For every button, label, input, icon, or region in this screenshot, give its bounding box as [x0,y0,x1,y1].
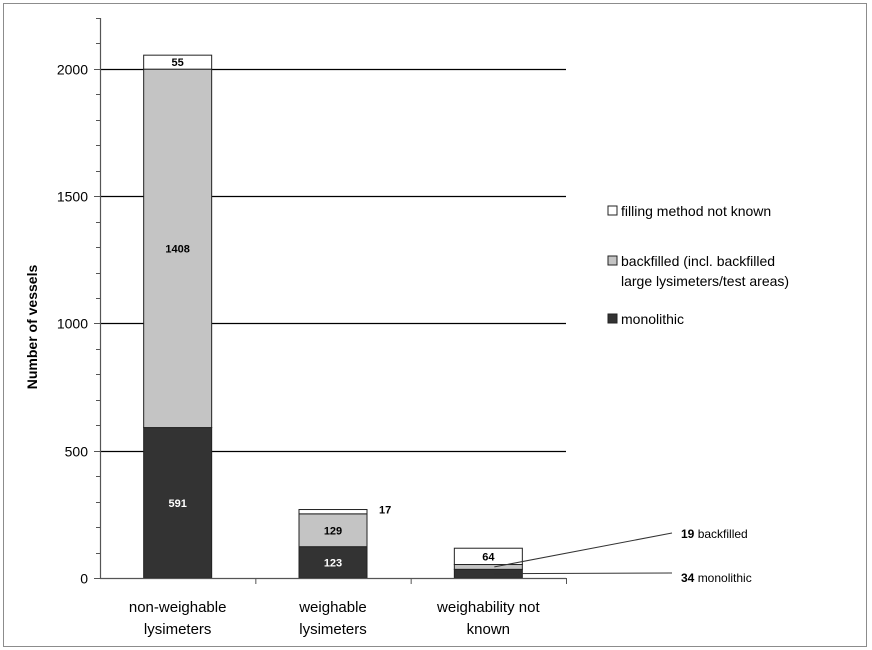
y-tick-label: 500 [65,444,89,460]
y-tick-label: 0 [80,571,88,587]
y-axis-label: Number of vessels [24,265,40,390]
legend-swatch [607,255,618,266]
data-label: 123 [324,557,342,569]
data-label: 64 [482,551,495,563]
bar-segment [298,509,368,515]
legend-swatch [607,313,618,324]
bar-segment [453,547,523,566]
bar-segment [453,564,523,570]
y-tick-label: 2000 [57,62,88,78]
data-label: 591 [168,498,186,510]
bar-segment [298,546,368,579]
x-category-label: known [467,621,510,638]
axes: 0 500 1000 1500 2000 non-weighable lysimeters w… [57,18,567,638]
y-tick-label: 1500 [57,189,88,205]
data-label: 17 [379,505,391,517]
x-category-label: non-weighable [129,599,227,616]
annotations: 19 backfilled 34 monolithic [494,527,752,585]
data-label: 1408 [165,243,189,255]
legend-swatch [607,205,618,216]
bars: 591 1408 55 123 129 64 17 [143,54,523,579]
annotation-leader [494,572,673,575]
bar-segment [143,54,213,70]
chart-frame [3,3,867,647]
bar-segment [143,427,213,579]
legend-label: monolithic [621,311,684,327]
legend-label: backfilled (incl. backfilled [621,253,775,269]
x-category-label: weighable [298,599,367,616]
x-category-label: weighability not [436,599,540,616]
x-category-label: lysimeters [299,621,367,638]
data-label: 55 [172,57,184,69]
bar-segment [298,513,368,548]
x-category-label: lysimeters [144,621,212,638]
annotation-leader [494,532,673,568]
legend-label: filling method not known [621,203,771,219]
y-tick-label: 1000 [57,316,88,332]
annotation-label: 19 backfilled [681,527,748,541]
legend-label: large lysimeters/test areas) [621,273,789,289]
annotation-label: 34 monolithic [681,571,752,585]
legend: filling method not known backfilled (incl… [607,203,789,327]
data-label: 129 [324,525,342,537]
